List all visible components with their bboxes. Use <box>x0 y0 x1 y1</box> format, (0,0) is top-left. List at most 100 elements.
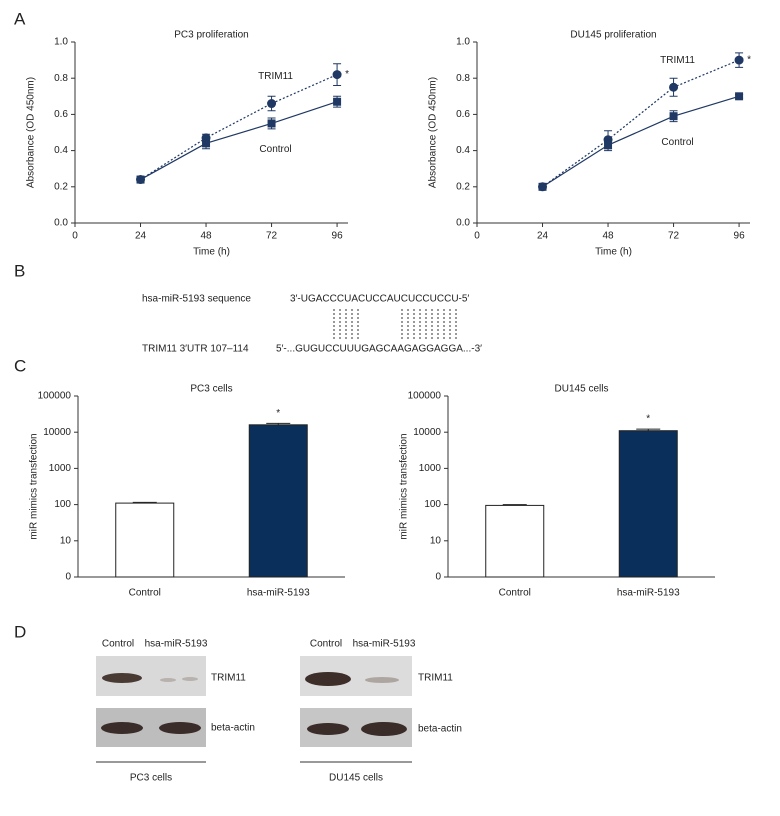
y-tick-label: 1.0 <box>54 37 68 48</box>
x-tick-label: 24 <box>135 231 147 242</box>
x-tick-label: Control <box>129 588 161 599</box>
y-axis-label: Absorbance (OD 450nm) <box>428 77 439 188</box>
series-label: Control <box>661 137 693 148</box>
blot-band <box>182 677 198 681</box>
y-tick-label: 1000 <box>419 463 442 474</box>
marker <box>735 92 744 101</box>
x-tick-label: hsa-miR-5193 <box>247 588 310 599</box>
x-tick-label: Control <box>499 588 531 599</box>
blot-band <box>102 673 142 683</box>
y-tick-label: 100 <box>424 499 441 510</box>
x-tick-label: hsa-miR-5193 <box>617 588 680 599</box>
mirna-sequence: 3′-UGACCCUACUCCAUCUCCUCCU-5′ <box>290 294 469 305</box>
marker <box>333 97 342 106</box>
x-tick-label: 0 <box>474 231 480 242</box>
marker <box>267 99 277 109</box>
blot-panel: Control hsa-miR-5193 TRIM11 beta-actin P… <box>96 639 462 784</box>
y-axis-label: miR mimics transfection <box>399 433 410 539</box>
marker <box>267 119 276 128</box>
y-tick-label: 0.0 <box>456 218 470 229</box>
mirna-label: hsa-miR-5193 sequence <box>142 294 251 305</box>
blot-band <box>159 722 201 734</box>
series-label: TRIM11 <box>660 55 695 66</box>
blot-band <box>101 722 143 734</box>
annotation: * <box>276 408 280 419</box>
x-axis-label: Time (h) <box>193 247 230 258</box>
blot-caption: PC3 cells <box>130 773 172 784</box>
base-pairs <box>333 309 457 339</box>
x-tick-label: 72 <box>266 231 278 242</box>
x-tick-label: 24 <box>537 231 549 242</box>
bar <box>248 424 308 578</box>
y-tick-label: 10 <box>430 535 442 546</box>
y-tick-label: 0.8 <box>456 73 470 84</box>
y-tick-label: 0.4 <box>456 145 470 156</box>
sequence-panel: hsa-miR-5193 sequence 3′-UGACCCUACUCCAUC… <box>142 294 482 355</box>
target-label: TRIM11 3′UTR 107–114 <box>142 344 249 355</box>
annotation: * <box>747 55 751 66</box>
series-line <box>542 95 740 188</box>
y-tick-label: 1000 <box>49 463 72 474</box>
y-tick-label: 0.2 <box>456 181 470 192</box>
annotation: * <box>646 414 650 425</box>
blot-band <box>305 672 351 686</box>
y-tick-label: 0.6 <box>456 109 470 120</box>
y-tick-label: 10000 <box>413 427 441 438</box>
panel-label: A <box>14 9 26 28</box>
blot-row: TRIM11 <box>211 673 246 684</box>
blot-band <box>361 722 407 736</box>
blot-column: Control <box>102 639 134 650</box>
y-tick-label: 100000 <box>408 391 442 402</box>
series-line <box>542 59 740 188</box>
x-tick-label: 96 <box>734 231 746 242</box>
panel-label: B <box>14 261 25 280</box>
y-tick-label: 1.0 <box>456 37 470 48</box>
marker <box>202 139 211 148</box>
blot-column: hsa-miR-5193 <box>145 639 208 650</box>
x-tick-label: 48 <box>200 231 212 242</box>
y-tick-label: 0.0 <box>54 218 68 229</box>
marker <box>332 70 342 80</box>
blot-row: TRIM11 <box>418 673 453 684</box>
chart-title: PC3 proliferation <box>174 30 248 41</box>
blot-band <box>160 678 176 682</box>
series-line <box>140 101 338 181</box>
chart-title: PC3 cells <box>190 384 232 395</box>
y-tick-label: 0.2 <box>54 181 68 192</box>
blot-column: Control <box>310 639 342 650</box>
chart-title: DU145 proliferation <box>570 30 656 41</box>
marker <box>734 55 744 65</box>
y-tick-label: 10000 <box>43 427 71 438</box>
blot-row: beta-actin <box>211 723 255 734</box>
x-tick-label: 72 <box>668 231 680 242</box>
blot-band <box>307 723 349 735</box>
marker <box>669 82 679 92</box>
x-axis-label: Time (h) <box>595 247 632 258</box>
y-axis-label: miR mimics transfection <box>29 433 40 539</box>
marker <box>604 141 613 150</box>
y-tick-label: 0 <box>65 572 71 583</box>
target-sequence: 5′-...GUGUCCUUUGAGCAAGAGGAGGA...-3′ <box>276 344 482 355</box>
panel-label: D <box>14 622 26 641</box>
x-tick-label: 0 <box>72 231 78 242</box>
y-tick-label: 0 <box>435 572 441 583</box>
marker <box>669 112 678 121</box>
marker <box>538 182 547 191</box>
bar <box>115 502 175 578</box>
series-label: TRIM11 <box>258 71 293 82</box>
y-tick-label: 0.4 <box>54 145 68 156</box>
y-axis-label: Absorbance (OD 450nm) <box>26 77 37 188</box>
marker <box>136 175 145 184</box>
chart-title: DU145 cells <box>555 384 609 395</box>
panel-label: C <box>14 356 26 375</box>
x-tick-label: 96 <box>332 231 344 242</box>
blot-band <box>365 677 399 683</box>
bar <box>618 430 678 578</box>
x-tick-label: 48 <box>602 231 614 242</box>
series-label: Control <box>259 144 291 155</box>
y-tick-label: 0.8 <box>54 73 68 84</box>
y-tick-label: 0.6 <box>54 109 68 120</box>
bar <box>485 504 545 578</box>
y-tick-label: 100000 <box>38 391 72 402</box>
